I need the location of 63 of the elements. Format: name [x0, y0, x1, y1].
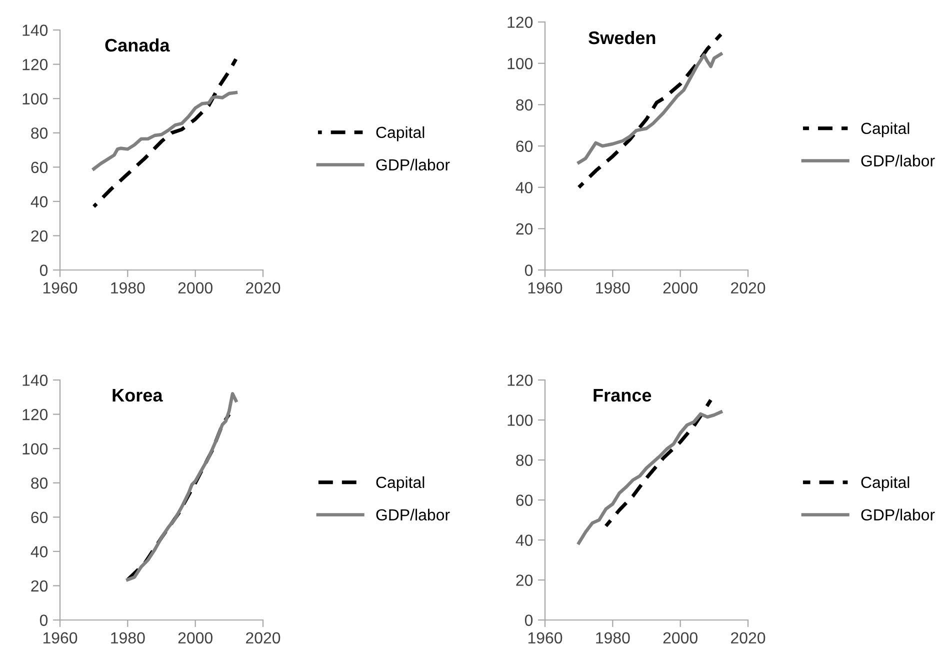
x-tick-label: 2020	[246, 282, 280, 294]
y-tick-label: 80	[516, 454, 533, 466]
y-tick-label: 0	[40, 264, 48, 276]
y-tick-label: 20	[31, 230, 48, 242]
line-series	[92, 57, 238, 208]
x-tick-label: 2000	[178, 282, 212, 294]
chart-title: France	[594, 389, 652, 402]
x-tick-label: 1960	[528, 632, 562, 644]
x-tick-label: 1960	[528, 282, 562, 294]
legend-label: Capital	[376, 476, 424, 492]
y-tick-label: 80	[31, 477, 48, 489]
y-tick-label: 120	[508, 374, 533, 386]
x-tick-label: 1980	[111, 632, 145, 644]
line-series	[577, 410, 723, 545]
y-tick-label: 120	[22, 58, 48, 70]
x-tick-label: 1980	[111, 282, 145, 294]
legend-label: Capital	[861, 476, 910, 492]
legend-label: Capital	[861, 122, 910, 138]
x-tick-label: 2000	[663, 282, 698, 294]
y-tick-label: 40	[516, 182, 533, 194]
line-series	[92, 90, 238, 171]
x-tick-label: 2000	[178, 632, 212, 644]
y-tick-label: 100	[22, 93, 48, 105]
y-tick-label: 140	[22, 24, 48, 36]
y-tick-label: 140	[22, 374, 48, 386]
y-tick-label: 120	[22, 408, 48, 420]
x-tick-label: 1960	[43, 282, 78, 294]
x-tick-label: 1960	[43, 632, 78, 644]
y-tick-label: 100	[508, 414, 533, 426]
y-tick-label: 20	[31, 580, 48, 592]
y-tick-label: 60	[31, 162, 48, 174]
y-tick-label: 0	[524, 614, 533, 626]
line-series	[577, 52, 723, 164]
legend-label: GDP/labor	[376, 158, 450, 171]
line-series	[577, 32, 723, 190]
x-tick-label: 2000	[663, 632, 698, 644]
y-tick-label: 120	[508, 16, 533, 28]
chart-title: Korea	[112, 389, 163, 402]
y-tick-label: 60	[516, 140, 533, 152]
y-tick-label: 0	[40, 614, 48, 626]
y-tick-label: 40	[30, 196, 48, 208]
y-tick-label: 40	[516, 534, 533, 546]
y-tick-label: 100	[22, 443, 48, 455]
y-tick-label: 60	[31, 512, 48, 524]
y-tick-label: 20	[516, 574, 533, 586]
y-tick-label: 80	[31, 127, 48, 139]
chart-title: Canada	[105, 38, 170, 52]
y-tick-label: 60	[516, 494, 533, 506]
y-tick-label: 0	[524, 264, 533, 276]
legend-label: Capital	[376, 126, 424, 142]
x-tick-label: 1980	[596, 282, 630, 294]
x-tick-label: 2020	[731, 282, 766, 294]
legend-label: GDP/labor	[861, 508, 935, 521]
legend-label: GDP/labor	[861, 154, 935, 167]
y-tick-label: 40	[30, 546, 48, 558]
y-tick-label: 20	[516, 223, 533, 235]
y-tick-label: 80	[516, 99, 533, 111]
legend-label: GDP/labor	[376, 508, 450, 521]
x-tick-label: 2020	[731, 632, 766, 644]
x-tick-label: 2020	[246, 632, 280, 644]
chart-title: Sweden	[588, 30, 656, 44]
x-tick-label: 1980	[596, 632, 630, 644]
y-tick-label: 100	[508, 58, 533, 70]
